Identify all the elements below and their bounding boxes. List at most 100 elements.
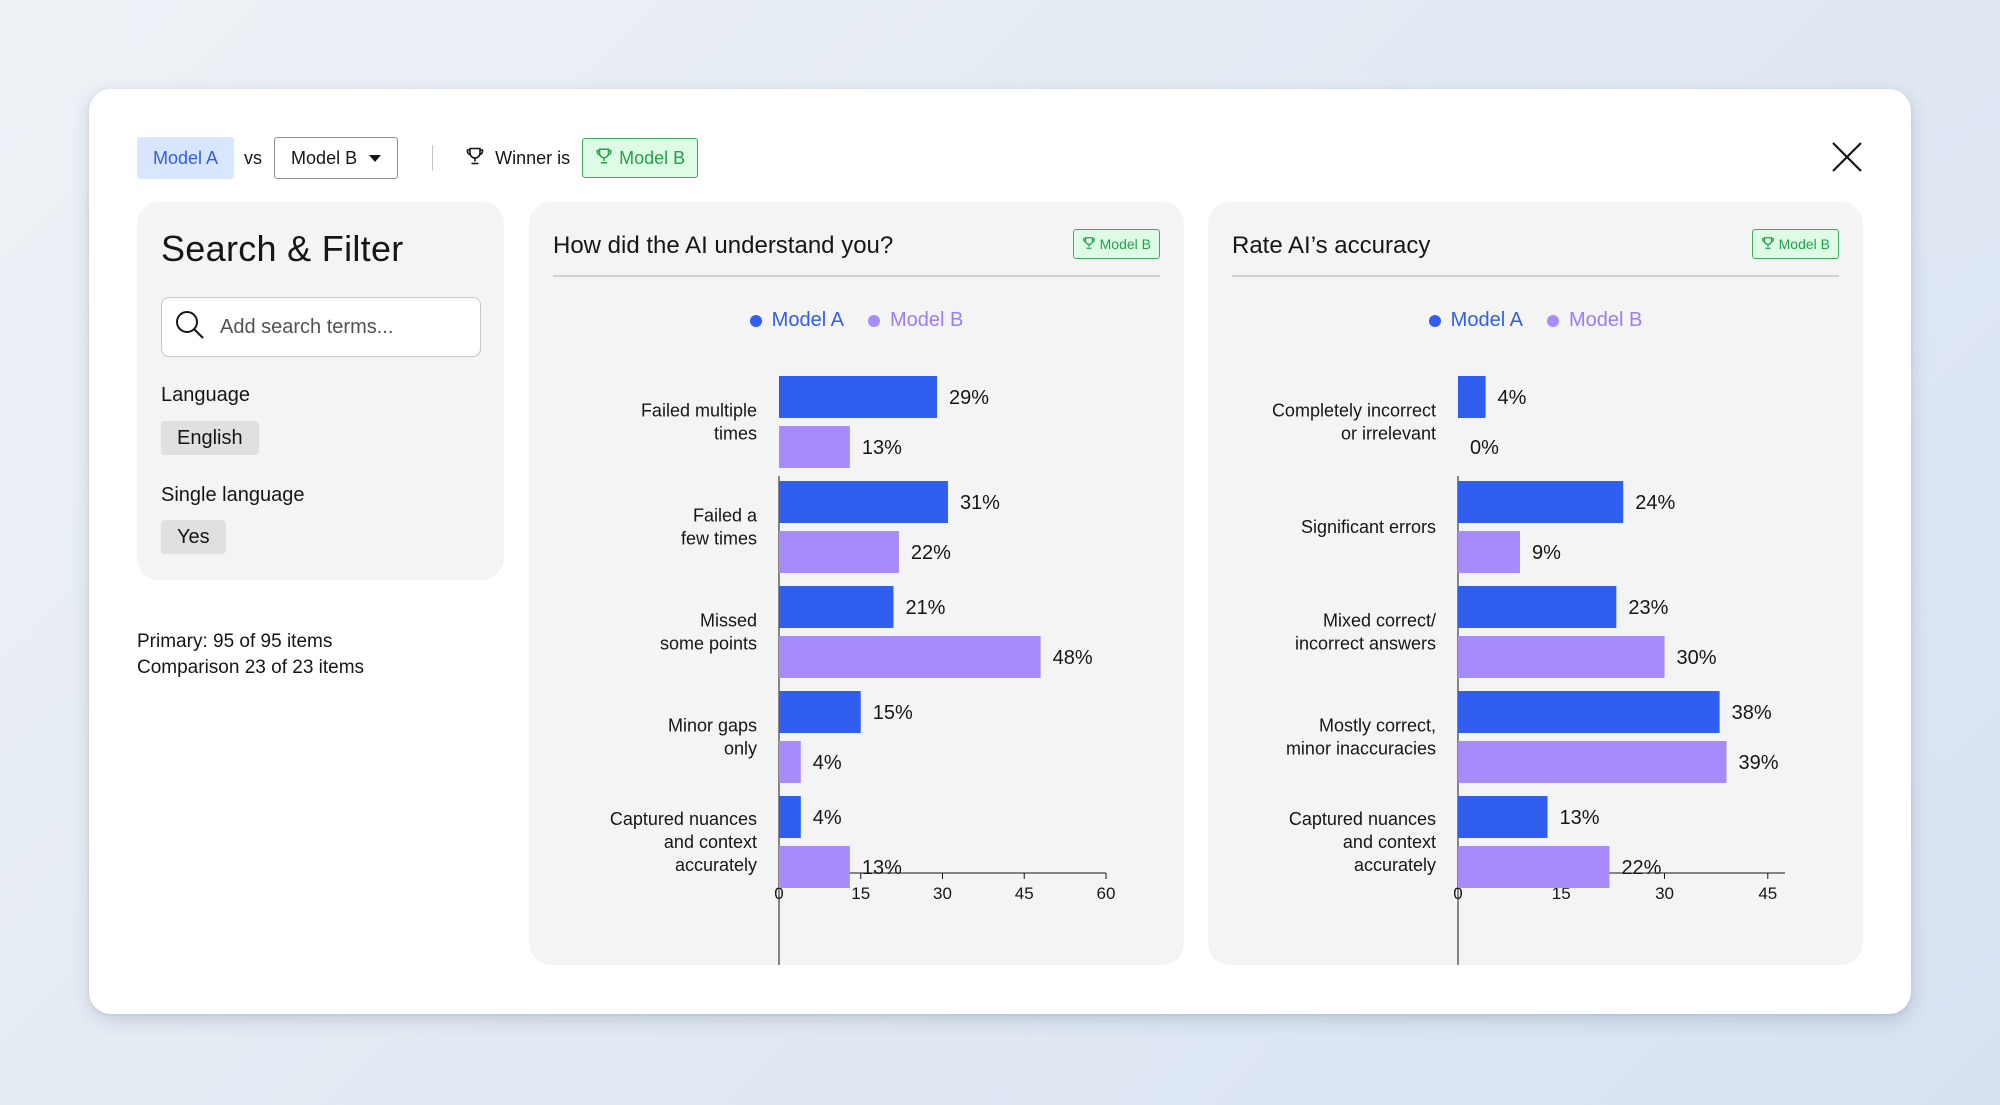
- bar-value-label: 48%: [1053, 647, 1093, 669]
- chart-legend: Model A Model B: [1208, 309, 1863, 332]
- x-tick-label: 0: [1453, 884, 1462, 903]
- chart-title: Rate AI’s accuracy: [1232, 232, 1431, 259]
- bar-value-label: 0%: [1470, 437, 1499, 459]
- category-label-line: Failed multiple: [641, 401, 757, 421]
- x-tick-label: 45: [1758, 884, 1777, 903]
- category-label-line: Failed a: [693, 506, 758, 526]
- bar-value-label: 31%: [960, 492, 1000, 514]
- category-label: Captured nuances and context accurately: [1289, 809, 1436, 875]
- bar-value-label: 30%: [1677, 647, 1717, 669]
- model-b-select-value: Model B: [291, 147, 358, 168]
- winner-badge-label: Model B: [1778, 236, 1830, 252]
- x-tick-label: 0: [774, 884, 783, 903]
- legend-item-model-a[interactable]: Model A: [1428, 309, 1523, 332]
- x-tick-label: 30: [1655, 884, 1674, 903]
- primary-count: Primary: 95 of 95 items: [137, 631, 333, 652]
- model-b-select[interactable]: Model B: [274, 137, 399, 179]
- winner-badge: Model B: [1751, 229, 1839, 259]
- comparison-toolbar: Model A vs Model B Winner is: [137, 137, 699, 179]
- bar-model-a: [1458, 376, 1486, 418]
- category-label-line: Completely incorrect: [1272, 401, 1436, 421]
- legend-swatch: [749, 314, 762, 327]
- chart-legend: Model A Model B: [529, 309, 1184, 332]
- bar-value-label: 22%: [911, 542, 951, 564]
- category-label-line: Minor gaps: [668, 716, 757, 736]
- winner-chip: Model B: [582, 138, 699, 178]
- category-label: Missed some points: [660, 611, 757, 654]
- category-label-line: Captured nuances: [610, 809, 757, 829]
- trophy-icon: [465, 146, 485, 171]
- category-label-line: accurately: [675, 855, 757, 875]
- bar-model-a: [779, 691, 861, 733]
- category-label-line: incorrect answers: [1295, 634, 1436, 654]
- comparison-modal: Model A vs Model B Winner is: [89, 89, 1911, 1014]
- legend-label: Model A: [771, 309, 844, 331]
- language-tag[interactable]: English: [161, 421, 259, 455]
- bar-model-b: [1458, 846, 1610, 888]
- bar-value-label: 23%: [1628, 597, 1668, 619]
- legend-label: Model B: [1568, 309, 1643, 331]
- bar-model-b: [779, 846, 850, 888]
- bar-value-label: 29%: [949, 387, 989, 409]
- single-language-tag[interactable]: Yes: [161, 520, 226, 554]
- bar-chart-understanding: 0 15 30 45 60 Failed multiple times 29% 13% Faile…: [610, 376, 1115, 965]
- bar-model-a: [779, 481, 948, 523]
- bar-model-a: [1458, 481, 1624, 523]
- bar-value-label: 4%: [813, 807, 842, 829]
- chart-title: How did the AI understand you?: [553, 232, 894, 259]
- category-label-line: few times: [681, 529, 757, 549]
- category-label-line: Mixed correct/: [1323, 611, 1436, 631]
- language-label: Language: [161, 384, 250, 406]
- category-label: Completely incorrect or irrelevant: [1272, 401, 1436, 444]
- winner-value: Model B: [619, 147, 686, 168]
- search-filter-panel: Search & Filter Language English Single …: [137, 202, 504, 580]
- category-label: Failed a few times: [681, 506, 758, 549]
- bar-value-label: 13%: [862, 857, 902, 879]
- legend-item-model-b[interactable]: Model B: [1546, 309, 1643, 332]
- search-input[interactable]: [218, 314, 462, 340]
- bar-value-label: 24%: [1635, 492, 1675, 514]
- legend-label: Model A: [1450, 309, 1523, 331]
- category-label-line: some points: [660, 634, 757, 654]
- x-tick-label: 45: [1015, 884, 1034, 903]
- category-label-line: accurately: [1354, 855, 1436, 875]
- bar-model-a: [1458, 586, 1617, 628]
- bar-value-label: 22%: [1621, 857, 1661, 879]
- bar-value-label: 21%: [905, 597, 945, 619]
- category-label-line: and context: [1343, 832, 1436, 852]
- category-label-line: minor inaccuracies: [1286, 739, 1436, 759]
- category-label-line: or irrelevant: [1341, 424, 1436, 444]
- bar-model-b: [1458, 741, 1727, 783]
- comparison-count: Comparison 23 of 23 items: [137, 657, 365, 678]
- chart-card-accuracy: Rate AI’s accuracy Model B Model A Model…: [1208, 202, 1863, 965]
- bar-model-a: [1458, 796, 1548, 838]
- bar-model-b: [1458, 636, 1665, 678]
- search-box[interactable]: [161, 297, 481, 357]
- bar-model-a: [779, 586, 894, 628]
- toolbar-divider: [432, 145, 434, 171]
- single-language-label: Single language: [161, 484, 305, 506]
- legend-swatch: [867, 314, 880, 327]
- category-label-line: Mostly correct,: [1319, 716, 1436, 736]
- legend-item-model-b[interactable]: Model B: [867, 309, 963, 332]
- legend-swatch: [1428, 314, 1441, 327]
- vs-label: vs: [244, 147, 263, 168]
- title-divider: [553, 275, 1160, 277]
- bar-model-b: [779, 636, 1041, 678]
- category-label: Minor gaps only: [668, 716, 757, 759]
- close-icon[interactable]: [1829, 139, 1865, 175]
- trophy-icon: [595, 147, 613, 170]
- bar-value-label: 4%: [813, 752, 842, 774]
- legend-swatch: [1546, 314, 1559, 327]
- legend-item-model-a[interactable]: Model A: [749, 309, 844, 332]
- bar-model-a: [779, 796, 801, 838]
- bar-value-label: 39%: [1738, 752, 1778, 774]
- category-label-line: only: [724, 739, 757, 759]
- category-label-line: Captured nuances: [1289, 809, 1436, 829]
- search-icon: [162, 309, 206, 346]
- category-label-line: and context: [664, 832, 757, 852]
- bar-model-b: [1458, 531, 1520, 573]
- category-label: Mostly correct, minor inaccuracies: [1286, 716, 1436, 759]
- model-a-chip[interactable]: Model A: [137, 137, 235, 179]
- bar-model-a: [1458, 691, 1720, 733]
